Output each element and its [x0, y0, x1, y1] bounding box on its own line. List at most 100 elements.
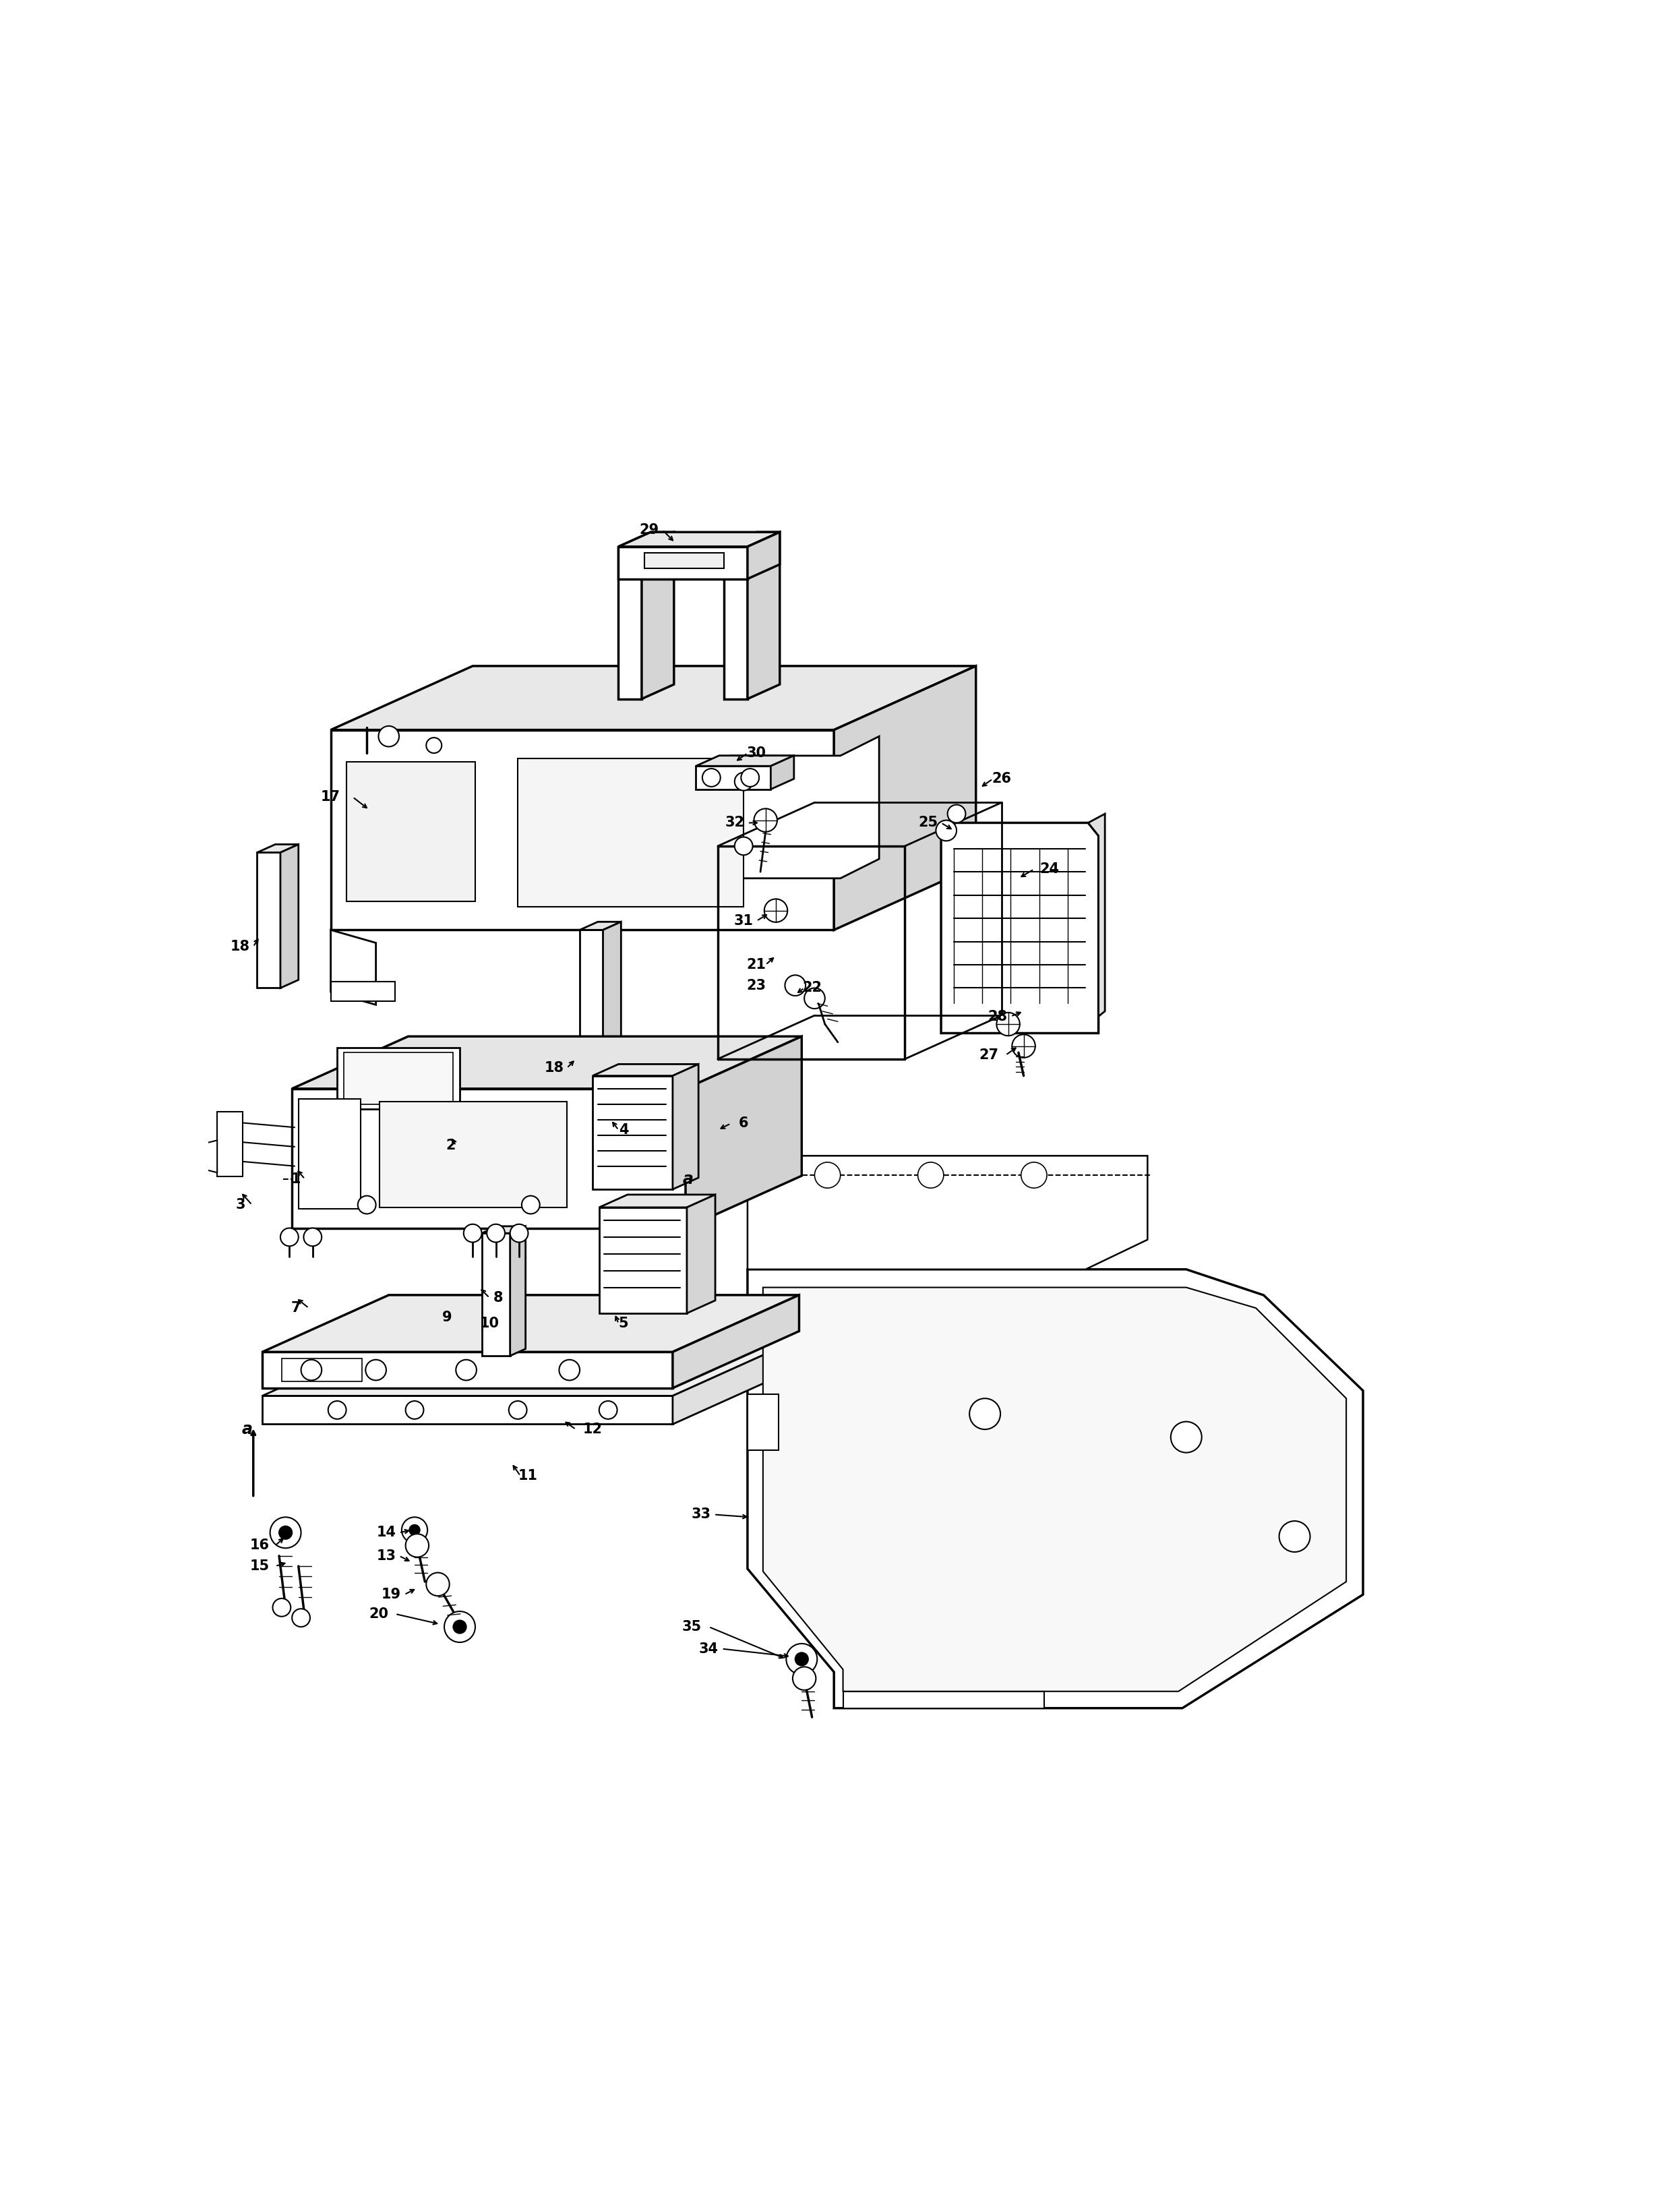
Polygon shape: [481, 1234, 509, 1356]
Circle shape: [793, 1668, 816, 1690]
Circle shape: [786, 1644, 818, 1674]
Polygon shape: [618, 533, 674, 546]
Polygon shape: [256, 852, 280, 989]
Circle shape: [796, 1652, 808, 1666]
Polygon shape: [618, 546, 748, 580]
Polygon shape: [331, 982, 395, 1000]
Circle shape: [814, 1161, 841, 1188]
Circle shape: [445, 1610, 475, 1641]
Polygon shape: [748, 533, 779, 580]
Bar: [346, 763, 475, 902]
Circle shape: [426, 1573, 450, 1595]
Circle shape: [378, 726, 400, 748]
Polygon shape: [481, 1225, 526, 1234]
Circle shape: [936, 821, 956, 841]
Polygon shape: [748, 1270, 1364, 1708]
Circle shape: [1170, 1422, 1202, 1453]
Bar: [281, 1358, 361, 1382]
Circle shape: [328, 1400, 346, 1420]
Circle shape: [280, 1526, 291, 1540]
Polygon shape: [331, 666, 976, 730]
Polygon shape: [771, 757, 794, 790]
Polygon shape: [216, 1113, 243, 1177]
Text: 28: 28: [987, 1009, 1007, 1024]
Polygon shape: [724, 546, 748, 699]
Text: 14: 14: [376, 1526, 396, 1540]
Circle shape: [486, 1223, 504, 1243]
Text: 13: 13: [376, 1548, 396, 1562]
Polygon shape: [618, 546, 641, 699]
Circle shape: [521, 1197, 539, 1214]
Text: a: a: [241, 1422, 251, 1438]
Circle shape: [947, 805, 966, 823]
Text: 2: 2: [446, 1139, 456, 1152]
Circle shape: [1021, 1161, 1047, 1188]
Text: 22: 22: [803, 982, 823, 995]
Circle shape: [741, 768, 759, 787]
Circle shape: [917, 1161, 944, 1188]
Circle shape: [997, 1013, 1019, 1035]
Polygon shape: [748, 533, 779, 699]
Circle shape: [401, 1517, 428, 1544]
Polygon shape: [291, 1088, 686, 1228]
Text: 31: 31: [734, 914, 753, 927]
Circle shape: [764, 898, 788, 922]
Polygon shape: [1089, 814, 1106, 1015]
Polygon shape: [724, 533, 779, 546]
Polygon shape: [599, 1194, 716, 1208]
Bar: [380, 1102, 566, 1208]
Polygon shape: [263, 1343, 789, 1396]
Polygon shape: [331, 929, 376, 1004]
Polygon shape: [688, 1194, 716, 1314]
Bar: [298, 1099, 360, 1208]
Circle shape: [734, 836, 753, 856]
Text: a: a: [683, 1170, 694, 1188]
Circle shape: [559, 1360, 579, 1380]
Text: 25: 25: [919, 816, 937, 830]
Circle shape: [426, 737, 441, 752]
Circle shape: [301, 1360, 321, 1380]
Circle shape: [734, 772, 753, 790]
Circle shape: [969, 1398, 1001, 1429]
Bar: [336, 1046, 460, 1108]
Circle shape: [366, 1360, 386, 1380]
Polygon shape: [673, 1294, 799, 1389]
Bar: [644, 553, 724, 568]
Polygon shape: [509, 1225, 526, 1356]
Polygon shape: [941, 823, 1099, 1033]
Text: 18: 18: [544, 1062, 564, 1075]
Circle shape: [1012, 1035, 1036, 1057]
Text: 29: 29: [639, 522, 659, 538]
Circle shape: [509, 1223, 528, 1243]
Circle shape: [456, 1360, 476, 1380]
Text: 11: 11: [518, 1469, 538, 1482]
Text: 7: 7: [291, 1301, 301, 1314]
Polygon shape: [686, 1037, 801, 1228]
Text: 4: 4: [619, 1124, 628, 1137]
Polygon shape: [263, 1396, 673, 1425]
Circle shape: [599, 1400, 618, 1420]
Bar: [518, 759, 744, 907]
Circle shape: [406, 1400, 423, 1420]
Bar: [343, 1053, 453, 1104]
Polygon shape: [842, 1692, 1044, 1708]
Text: 35: 35: [683, 1619, 703, 1635]
Polygon shape: [618, 533, 779, 546]
Text: 33: 33: [691, 1509, 711, 1522]
Circle shape: [358, 1197, 376, 1214]
Circle shape: [754, 810, 778, 832]
Circle shape: [273, 1599, 291, 1617]
Polygon shape: [599, 1208, 688, 1314]
Circle shape: [270, 1517, 301, 1548]
Polygon shape: [593, 1075, 673, 1190]
Polygon shape: [603, 922, 621, 1077]
Polygon shape: [263, 1294, 799, 1352]
Circle shape: [509, 1400, 526, 1420]
Circle shape: [410, 1524, 420, 1535]
Text: 9: 9: [441, 1310, 451, 1323]
Text: 30: 30: [748, 745, 766, 761]
Text: 32: 32: [724, 816, 744, 830]
Polygon shape: [763, 1287, 1347, 1692]
Text: 17: 17: [321, 790, 340, 803]
Polygon shape: [331, 730, 834, 929]
